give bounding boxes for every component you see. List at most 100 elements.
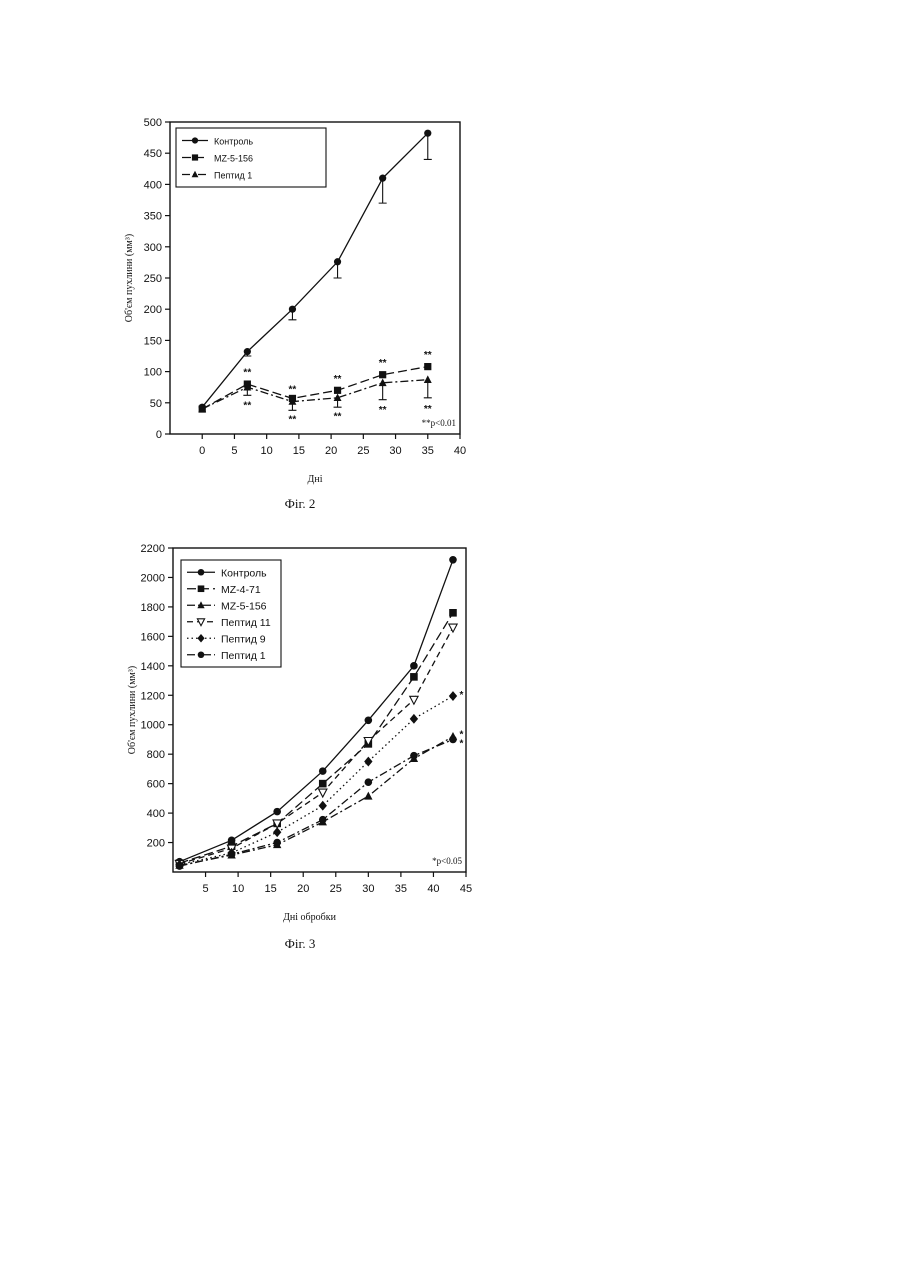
data-point	[410, 662, 418, 670]
x-tick-label: 40	[454, 445, 466, 457]
x-tick-label: 35	[422, 445, 434, 457]
x-tick-label: 25	[330, 883, 342, 895]
legend-entry: Пептид 11	[221, 617, 271, 629]
y-tick-label: 0	[156, 429, 162, 441]
data-point	[424, 130, 431, 137]
significance-mark: **	[289, 384, 297, 395]
y-tick-label: 1600	[141, 631, 165, 643]
legend-marker	[192, 154, 198, 160]
data-point	[289, 306, 296, 313]
legend-marker	[192, 137, 198, 143]
y-tick-label: 150	[144, 335, 162, 347]
y-tick-label: 1200	[141, 690, 165, 702]
x-tick-label: 25	[357, 445, 369, 457]
y-tick-label: 600	[147, 779, 165, 791]
figure-2-caption: Фіг. 2	[285, 496, 316, 511]
significance-mark: **	[424, 350, 432, 361]
significance-note: *p<0.05	[432, 856, 462, 866]
significance-mark: **	[379, 405, 387, 416]
y-tick-label: 100	[144, 367, 162, 379]
significance-mark: **	[243, 368, 251, 379]
data-point	[449, 691, 457, 701]
error-bar	[424, 133, 432, 159]
x-axis-label: Дні	[308, 474, 323, 485]
data-point	[273, 827, 281, 837]
data-point	[410, 673, 418, 681]
legend: КонтрольMZ-4-71MZ-5-156Пептид 11Пептид 9…	[181, 560, 281, 667]
data-point	[410, 714, 418, 724]
x-tick-label: 20	[325, 445, 337, 457]
data-point	[365, 778, 373, 786]
data-point	[334, 387, 341, 394]
x-tick-label: 0	[199, 445, 205, 457]
data-point	[410, 752, 418, 760]
significance-mark: **	[334, 374, 342, 385]
series-line	[202, 367, 428, 409]
data-point	[365, 717, 373, 725]
y-tick-label: 1400	[141, 661, 165, 673]
significance-mark: **	[289, 414, 297, 425]
error-bar	[379, 178, 387, 203]
x-tick-label: 35	[395, 883, 407, 895]
y-tick-label: 50	[150, 398, 162, 410]
y-tick-label: 500	[144, 117, 162, 129]
y-axis-label: Об'єм пухлини (мм³)	[124, 234, 135, 322]
data-point	[364, 792, 372, 800]
y-tick-label: 1000	[141, 720, 165, 732]
data-point	[379, 175, 386, 182]
data-point	[379, 371, 386, 378]
series-5	[176, 736, 457, 870]
y-tick-label: 2000	[141, 572, 165, 584]
data-point	[334, 258, 341, 265]
y-tick-label: 200	[147, 838, 165, 850]
series-4	[175, 691, 457, 870]
y-tick-label: 200	[144, 304, 162, 316]
x-tick-label: 5	[202, 883, 208, 895]
legend-marker	[198, 651, 205, 658]
legend-entry: MZ-5-156	[214, 154, 253, 164]
data-point	[319, 801, 327, 811]
y-tick-label: 1800	[141, 602, 165, 614]
y-tick-label: 400	[144, 179, 162, 191]
legend-marker	[198, 585, 205, 592]
x-tick-label: 30	[362, 883, 374, 895]
data-point	[449, 624, 457, 632]
legend-entry: Пептид 9	[221, 633, 266, 645]
data-point	[410, 696, 418, 704]
data-point	[273, 808, 281, 816]
y-tick-label: 800	[147, 749, 165, 761]
significance-mark: **	[243, 401, 251, 412]
data-point	[319, 767, 327, 775]
legend-entry: Контроль	[214, 137, 253, 147]
significance-mark: **	[424, 404, 432, 415]
y-tick-label: 250	[144, 273, 162, 285]
data-point	[449, 556, 457, 564]
x-tick-label: 15	[265, 883, 277, 895]
y-axis-label: Об'єм пухлини (мм³)	[127, 666, 138, 754]
x-tick-label: 45	[460, 883, 472, 895]
significance-note: **p<0.01	[422, 418, 456, 428]
significance-mark: *	[459, 690, 463, 701]
x-axis-label: Дні обробки	[283, 912, 336, 923]
legend: КонтрольMZ-5-156Пептид 1	[176, 128, 326, 187]
y-tick-label: 2200	[141, 543, 165, 555]
x-tick-label: 40	[427, 883, 439, 895]
legend-marker	[198, 569, 205, 576]
x-tick-label: 10	[261, 445, 273, 457]
x-tick-label: 15	[293, 445, 305, 457]
data-point	[424, 363, 431, 370]
legend-entry: Пептид 1	[221, 650, 266, 662]
legend-entry: Контроль	[221, 567, 267, 579]
data-point	[273, 839, 281, 847]
data-point	[319, 780, 327, 788]
x-tick-label: 20	[297, 883, 309, 895]
data-point	[319, 789, 327, 797]
data-point	[319, 816, 327, 824]
data-point	[449, 609, 457, 617]
y-tick-label: 350	[144, 211, 162, 223]
figure-2-chart: 0501001502002503003504004505000510152025…	[124, 117, 466, 485]
data-point	[424, 375, 432, 383]
data-point	[364, 757, 372, 767]
data-point	[449, 736, 457, 744]
